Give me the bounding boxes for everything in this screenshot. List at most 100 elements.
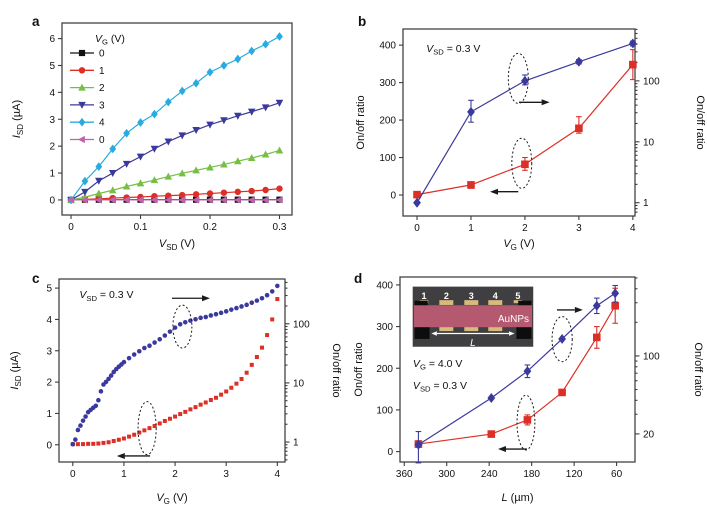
triangle-left-marker: [77, 135, 85, 144]
square-marker: [101, 440, 106, 445]
circle-marker: [98, 389, 104, 394]
triangle-left-marker: [219, 196, 227, 204]
series-vg-0-magenta: [66, 196, 283, 204]
circle-marker: [80, 418, 86, 423]
triangle-left-marker: [275, 196, 283, 204]
triangle-down-marker: [178, 132, 186, 140]
series-vg-3-navy: [67, 99, 284, 204]
triangle-up-marker: [234, 157, 242, 165]
triangle-down-marker: [261, 104, 270, 112]
diamond-marker: [592, 300, 601, 311]
circle-marker: [136, 348, 142, 354]
diamond-marker: [151, 109, 158, 119]
bottom-electrode-pad: [439, 326, 454, 332]
triangle-down-marker: [81, 188, 89, 196]
square-marker: [121, 436, 126, 441]
circle-marker: [172, 325, 178, 330]
plot-frame: [399, 276, 636, 463]
corner-electrode: [414, 326, 430, 339]
y-left-tick-label: 2: [49, 142, 55, 153]
x-tick-label: 180: [523, 469, 540, 480]
square-marker: [162, 418, 167, 423]
diamond-marker: [413, 197, 421, 208]
y-left-tick-label: 5: [46, 284, 52, 295]
circle-marker: [70, 441, 76, 447]
square-marker: [521, 160, 529, 169]
square-marker: [249, 362, 254, 367]
diamond-marker: [521, 75, 529, 86]
square-marker: [487, 430, 496, 438]
circle-marker: [264, 292, 270, 298]
x-axis-title: L (µm): [501, 492, 533, 504]
square-marker: [157, 421, 162, 426]
circle-marker: [254, 298, 260, 303]
y-left-tick-label: 1: [46, 409, 52, 420]
triangle-left-marker: [66, 196, 74, 204]
circle-marker: [93, 403, 99, 409]
x-tick-label: 0: [414, 223, 420, 234]
axes: 360 300 240 180 120 60 0 100 200 300 400 20 100 On/of…: [353, 277, 704, 504]
circle-marker: [78, 67, 86, 74]
electrode-number-label: 1: [422, 291, 427, 301]
triangle-left-marker: [150, 196, 158, 204]
x-axis-title: VG (V): [156, 492, 187, 506]
in-plot-annotation: VG = 4.0 V: [413, 358, 462, 372]
y-right-tick-label: 1: [293, 438, 299, 449]
diamond-marker: [178, 86, 186, 96]
triangle-up-marker: [78, 83, 86, 91]
square-marker: [106, 440, 111, 445]
circle-marker: [213, 311, 219, 317]
triangle-down-marker: [78, 101, 86, 109]
y-right-tick-label: 20: [643, 429, 655, 440]
square-marker: [244, 370, 249, 375]
y-left-tick-label: 300: [379, 78, 396, 89]
triangle-up-marker: [108, 186, 117, 194]
square-marker: [91, 441, 96, 446]
circle-marker: [198, 315, 203, 321]
circle-marker: [269, 289, 275, 294]
x-tick-label: 300: [438, 469, 455, 480]
circle-marker: [179, 191, 186, 199]
device-schematic-inset: 1 2 3 4 5 AuNPs L: [412, 286, 534, 349]
circle-marker: [234, 188, 242, 196]
plot-frame: [402, 28, 636, 217]
x-tick-label: 60: [611, 469, 623, 480]
panel-label-d: d: [354, 271, 362, 286]
x-tick-label: 1: [121, 469, 127, 480]
series-vg-4-cyan: [67, 32, 283, 205]
y-left-tick-label: 2: [46, 378, 52, 389]
x-tick-label: 1: [468, 223, 474, 234]
panel-label-c: c: [32, 271, 40, 286]
diamond-marker: [164, 97, 172, 107]
circle-marker: [276, 185, 283, 192]
y-left-tick-label: 6: [49, 34, 55, 45]
y-right-tick-label: 1: [643, 198, 649, 209]
legend-item-label: 0: [99, 49, 105, 60]
square-marker: [270, 317, 275, 322]
legend: VG (V) 0 1 2 3 4 0: [70, 33, 125, 146]
y-left-tick-label: 1: [49, 169, 55, 180]
electrode-number-label: 3: [469, 291, 474, 301]
circle-marker: [177, 321, 183, 327]
circle-marker: [249, 300, 255, 305]
triangle-down-marker: [95, 177, 103, 185]
diamond-marker: [206, 67, 214, 77]
y-right-axis-title: On/off ratio: [692, 342, 704, 396]
diamond-marker: [276, 32, 283, 41]
circle-marker: [147, 343, 152, 349]
square-marker: [275, 297, 280, 302]
triangle-left-marker: [80, 196, 88, 204]
square-marker: [193, 405, 198, 410]
square-marker: [81, 442, 86, 447]
plot-frame: [58, 278, 286, 463]
series-onoff-linear-red: [414, 287, 619, 448]
y-left-tick-label: 0: [49, 195, 55, 206]
y-left-tick-label: 100: [376, 405, 393, 416]
square-marker: [219, 392, 224, 397]
square-marker: [239, 376, 244, 381]
x-tick-label: 3: [223, 469, 229, 480]
triangle-down-marker: [247, 108, 256, 116]
square-marker: [213, 395, 218, 400]
y-left-axis-title: ISD (µA): [9, 351, 23, 389]
